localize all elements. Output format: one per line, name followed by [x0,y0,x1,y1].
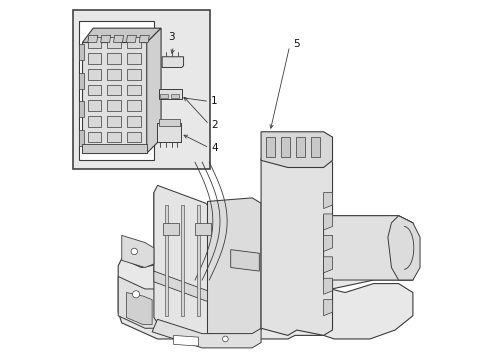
Polygon shape [195,223,211,235]
Bar [267,137,275,157]
Circle shape [131,248,138,255]
Bar [88,132,101,143]
Text: 2: 2 [211,120,218,130]
Polygon shape [122,235,154,267]
Bar [281,137,291,157]
Polygon shape [162,57,184,67]
Polygon shape [181,205,184,316]
Polygon shape [157,123,181,143]
Polygon shape [165,205,168,316]
Bar [79,102,84,117]
Polygon shape [323,214,333,230]
Bar [88,116,101,127]
Bar [79,130,84,146]
Polygon shape [79,21,154,160]
Bar [82,144,147,153]
Circle shape [222,336,228,342]
Polygon shape [114,35,123,42]
Polygon shape [139,35,149,42]
Polygon shape [261,157,333,336]
Polygon shape [154,193,413,291]
Text: 4: 4 [211,143,218,153]
Polygon shape [126,293,152,325]
Bar [107,37,121,48]
Polygon shape [173,336,198,346]
Polygon shape [126,35,136,42]
Polygon shape [323,235,333,251]
Polygon shape [207,198,261,336]
Bar [107,132,121,143]
Polygon shape [163,223,179,235]
Polygon shape [323,257,333,273]
Bar [127,85,141,95]
Bar [127,132,141,143]
Text: 1: 1 [211,96,218,107]
Bar [79,73,84,89]
Bar [88,85,101,95]
Polygon shape [118,258,413,339]
Polygon shape [147,28,161,153]
Bar [127,53,141,64]
Circle shape [132,291,140,298]
Bar [88,100,101,111]
Bar [107,85,121,95]
Bar [88,69,101,80]
Bar [312,137,320,157]
Polygon shape [197,205,200,316]
Polygon shape [323,216,413,280]
Bar [296,137,305,157]
Polygon shape [323,300,333,316]
Polygon shape [323,278,333,294]
Bar [127,69,141,80]
Bar [127,100,141,111]
Bar [88,53,101,64]
Polygon shape [388,216,420,280]
Polygon shape [82,28,161,42]
Polygon shape [82,42,147,153]
Text: 5: 5 [293,39,300,49]
Bar [171,94,179,98]
Polygon shape [152,319,261,348]
Polygon shape [100,35,111,42]
Bar [127,37,141,48]
Bar [107,69,121,80]
Polygon shape [159,89,182,99]
Polygon shape [159,119,180,126]
Bar [107,53,121,64]
Bar [107,116,121,127]
Polygon shape [323,193,333,208]
Bar [79,44,84,60]
Bar [88,37,101,48]
Bar [107,100,121,111]
Polygon shape [88,35,98,42]
Text: 3: 3 [169,32,175,42]
Polygon shape [261,132,333,167]
Bar [73,10,210,169]
Polygon shape [154,271,207,301]
Bar [160,94,168,98]
Polygon shape [231,249,259,271]
Bar [127,116,141,127]
Polygon shape [154,185,211,339]
Polygon shape [118,276,167,328]
